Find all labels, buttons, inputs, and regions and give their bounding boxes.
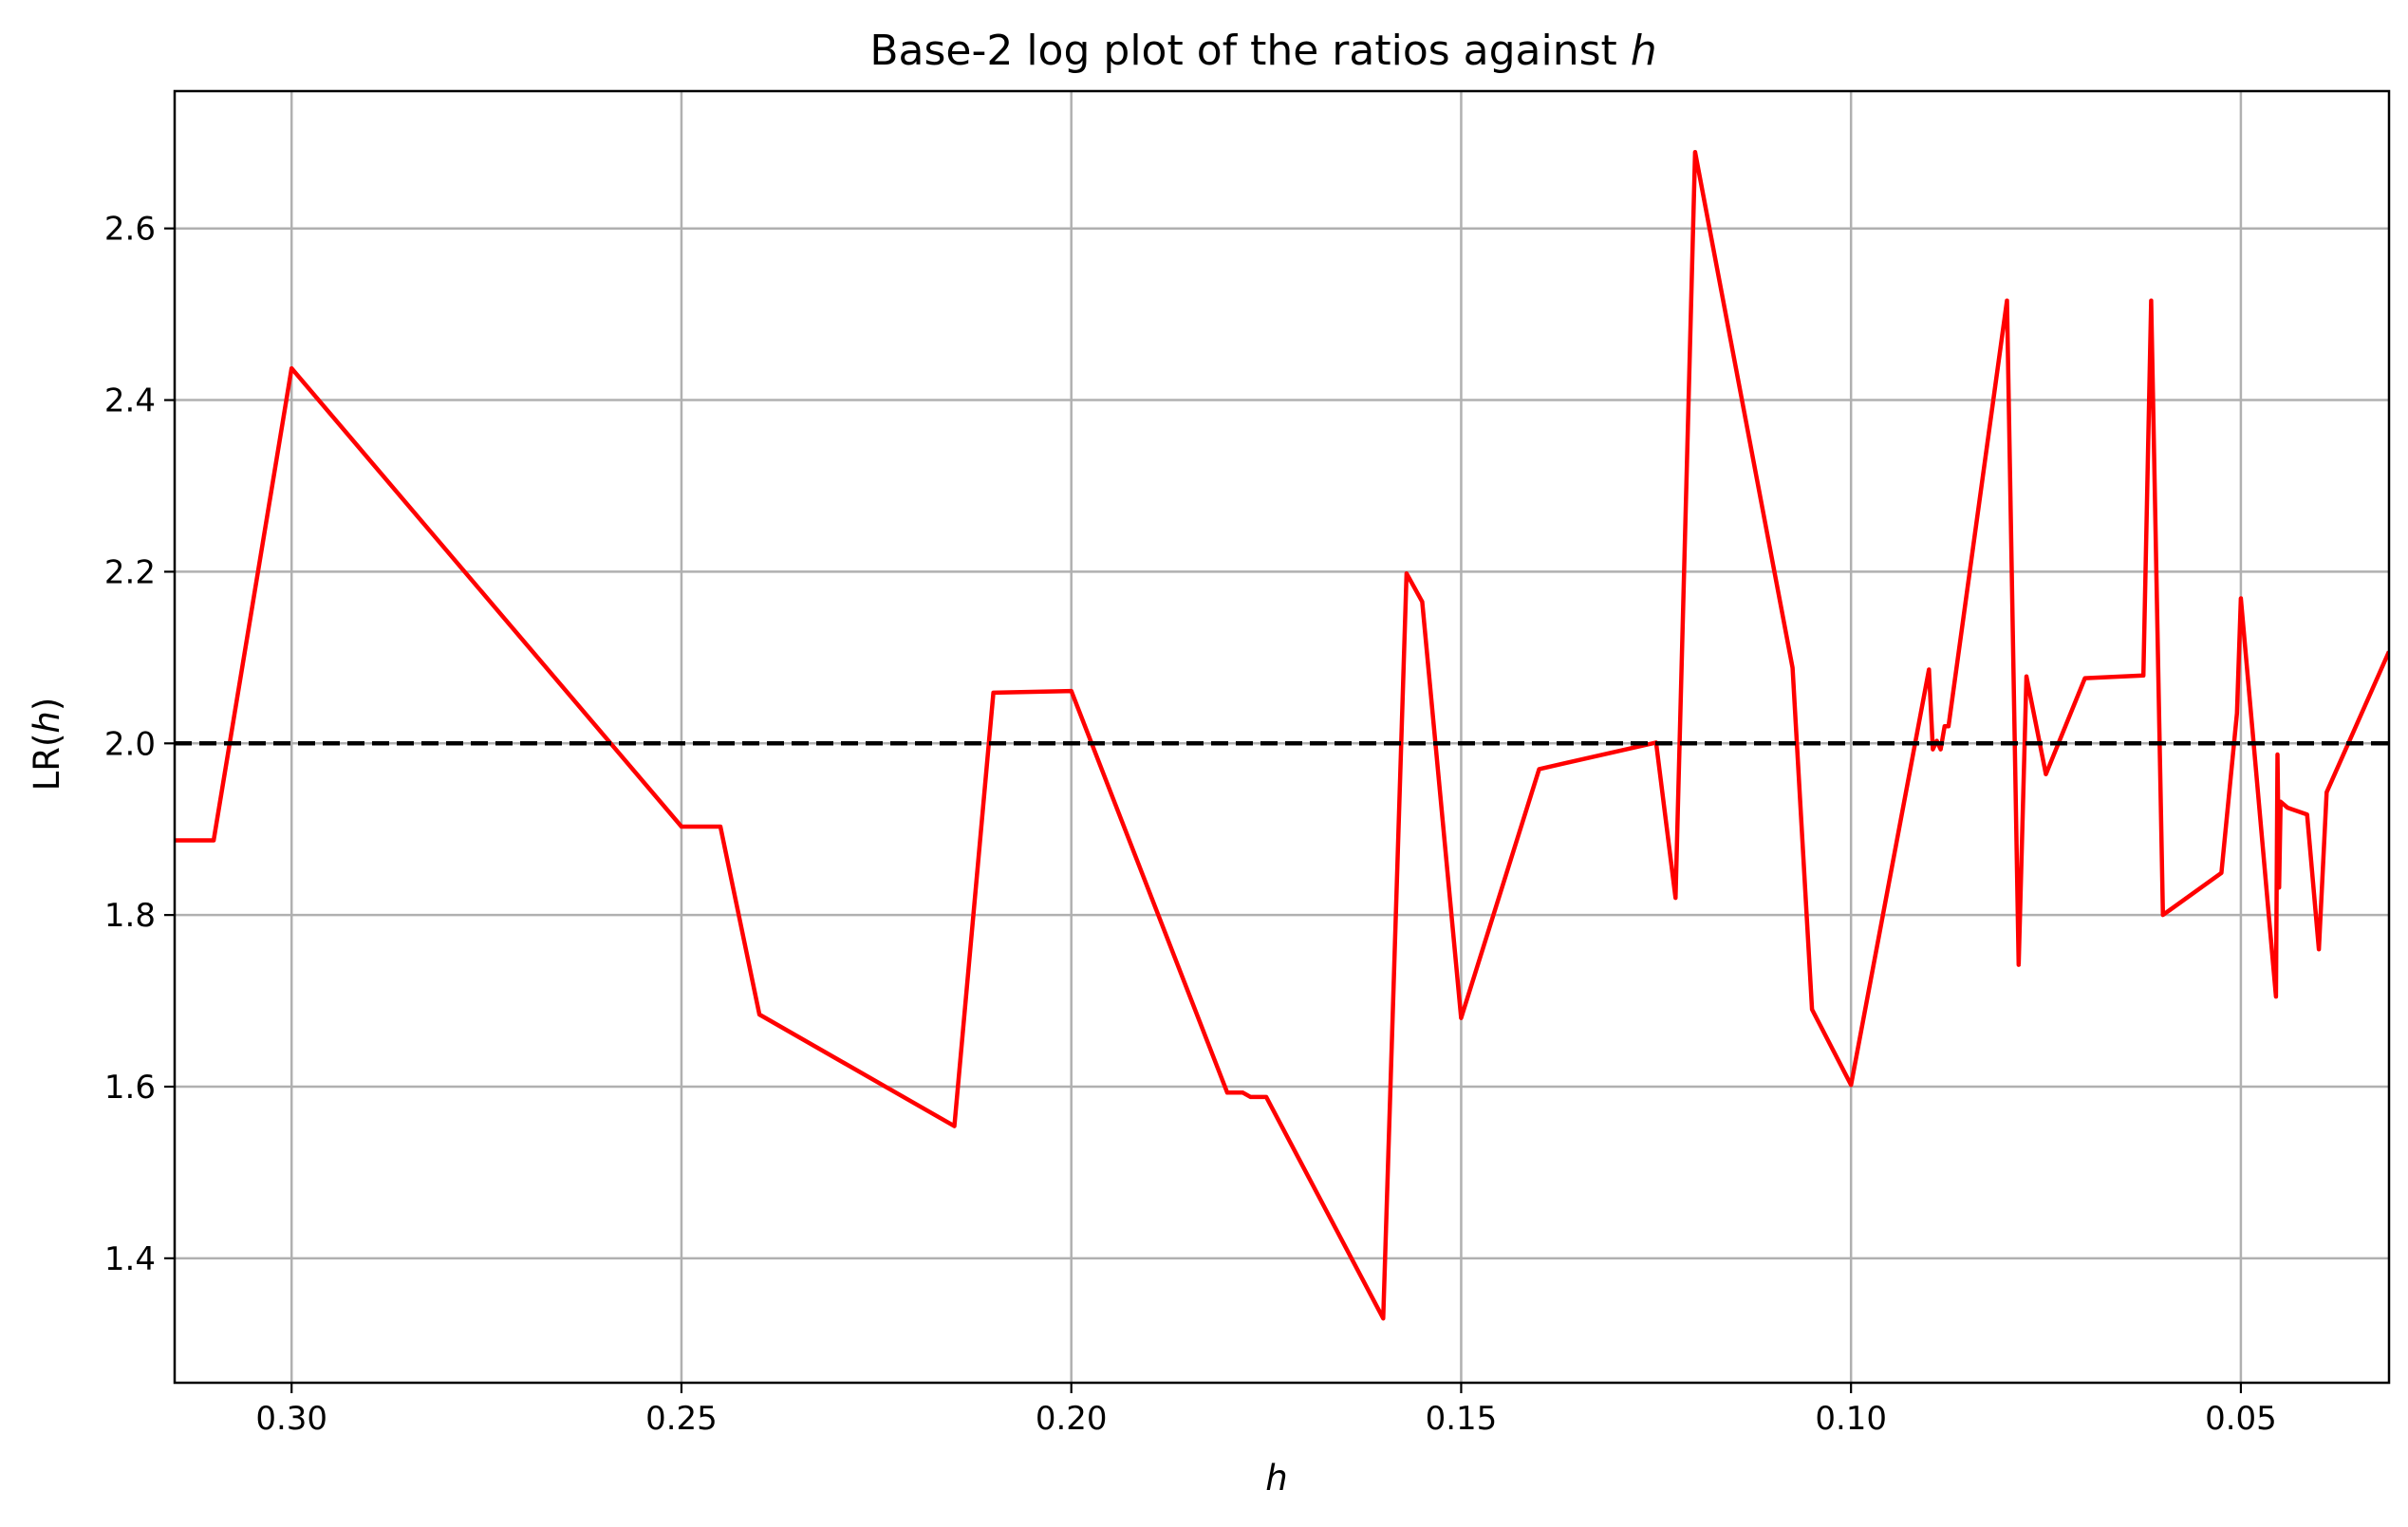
x-tick-label: 0.30 [255, 1400, 327, 1438]
x-tick-label: 0.10 [1815, 1400, 1887, 1438]
y-axis-label: LR(h) [27, 698, 67, 791]
chart-title-prefix: Base-2 log plot of the ratios against [869, 27, 1630, 75]
series-line [175, 149, 2389, 1321]
y-axis: 1.4 1.6 1.8 2.0 2.2 2.4 2.6 [104, 211, 175, 1278]
y-axis-label-suffix: ) [27, 698, 67, 711]
x-tick-label: 0.15 [1426, 1400, 1498, 1438]
y-axis-label-variable: h [27, 711, 67, 733]
y-tick-label: 1.8 [104, 897, 156, 935]
x-axis-label: h [1265, 1458, 1287, 1499]
x-axis: 0.30 0.25 0.20 0.15 0.10 0.05 [255, 1383, 2277, 1438]
y-tick-label: 1.4 [104, 1240, 156, 1278]
y-tick-label: 1.6 [104, 1069, 156, 1107]
plot-frame [173, 89, 2391, 1385]
x-tick-label: 0.05 [2205, 1400, 2277, 1438]
chart-title-variable: h [1631, 27, 1657, 75]
y-tick-label: 2.6 [104, 211, 156, 249]
y-tick-label: 2.4 [104, 382, 156, 420]
grid [175, 91, 2389, 1383]
x-tick-label: 0.20 [1036, 1400, 1108, 1438]
y-tick-label: 2.2 [104, 553, 156, 591]
plot-area [175, 149, 2389, 1321]
x-tick-label: 0.25 [645, 1400, 718, 1438]
y-axis-label-prefix: LR( [27, 734, 67, 791]
y-tick-label: 2.0 [104, 725, 156, 763]
chart-title: Base-2 log plot of the ratios against h [869, 27, 1656, 75]
